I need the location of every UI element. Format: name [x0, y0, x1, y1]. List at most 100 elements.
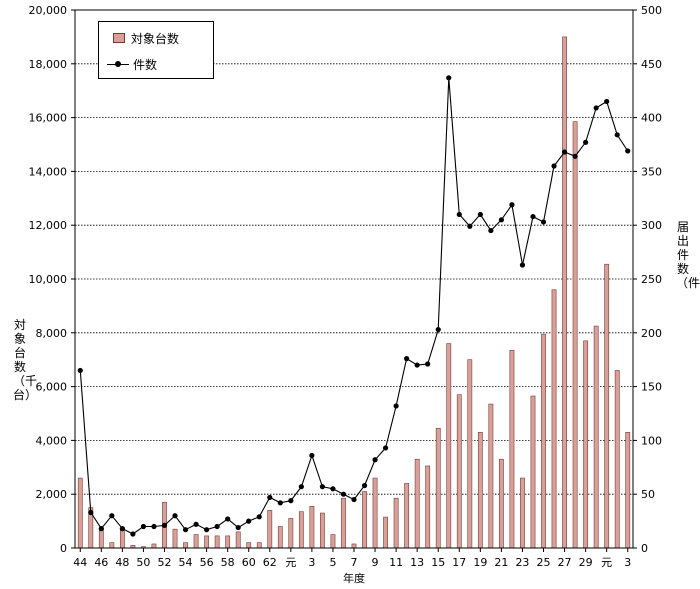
y-right-tick-label: 350 [641, 165, 662, 178]
y-right-tick-label: 200 [641, 327, 662, 340]
y-right-tick-label: 400 [641, 112, 662, 125]
bar [225, 535, 231, 549]
y-left-tick-label: 14,000 [29, 165, 68, 178]
y-left-tick-label: 20,000 [29, 4, 68, 17]
line-point [330, 486, 336, 492]
line-point [151, 523, 157, 530]
x-tick-label: 50 [136, 556, 150, 569]
line-point [319, 484, 326, 490]
y-left-tick-label: 4,000 [36, 434, 68, 447]
bar [246, 542, 252, 549]
line-point [530, 213, 536, 220]
x-tick-label: 58 [221, 556, 235, 569]
x-tick-label: 17 [452, 556, 466, 569]
legend-line-label: 件数 [133, 57, 158, 72]
line-point [88, 509, 94, 516]
line-point [477, 211, 483, 218]
line-point [246, 518, 252, 524]
line-point [404, 356, 410, 362]
y-axis-right-label: 届出件数（件） [676, 220, 700, 290]
line-point [446, 75, 452, 81]
bar [309, 506, 315, 549]
y-left-tick-label: 6,000 [36, 381, 68, 394]
legend-item-bars: 対象台数 [113, 30, 179, 46]
x-tick-label: 23 [515, 556, 529, 569]
line-point [435, 326, 441, 333]
line-point [498, 217, 504, 223]
x-tick-label: 15 [431, 556, 445, 569]
bar [572, 121, 578, 549]
line-point [214, 523, 220, 530]
bar [341, 497, 346, 549]
line-point [119, 526, 125, 532]
bar [551, 289, 557, 549]
line-point [193, 521, 199, 527]
y-left-tick-label: 10,000 [29, 273, 68, 286]
bar [98, 528, 104, 549]
x-tick-label: 27 [558, 556, 572, 569]
bar [383, 516, 388, 549]
line-point [225, 516, 231, 522]
line-point [625, 148, 631, 154]
bar [456, 394, 462, 549]
bar [520, 477, 525, 549]
line-point [182, 527, 189, 533]
line-point [561, 149, 568, 155]
line-point [393, 403, 399, 409]
line-point [551, 163, 557, 169]
line-point [172, 513, 178, 519]
bar [446, 343, 452, 549]
bar [498, 458, 504, 549]
bar [404, 483, 410, 549]
bar [77, 477, 83, 549]
bar [330, 534, 336, 549]
bar [562, 36, 567, 549]
bar [109, 542, 115, 549]
y-left-tick-label: 2,000 [36, 488, 68, 501]
bar [172, 528, 178, 549]
bar [530, 395, 536, 549]
legend-bar-swatch [113, 33, 125, 43]
line-point [256, 514, 262, 520]
x-tick-label: 19 [473, 556, 487, 569]
x-tick-label: 48 [115, 556, 129, 569]
y-left-tick-label: 0 [60, 542, 67, 555]
y-axis-left-label: 対象台数（千台） [13, 318, 38, 402]
line-point [372, 457, 378, 463]
line-point [361, 482, 368, 489]
line-point [425, 361, 431, 367]
x-tick-label: 13 [410, 556, 424, 569]
x-tick-label: 3 [624, 556, 631, 569]
bar [583, 340, 589, 549]
bar [604, 263, 610, 549]
y-right-tick-label: 450 [641, 58, 662, 71]
y-right-tick-label: 50 [641, 488, 655, 501]
line-point [140, 523, 147, 530]
y-right-tick-label: 100 [641, 434, 662, 447]
x-tick-label: 5 [329, 556, 336, 569]
legend: 対象台数 件数 [98, 21, 214, 79]
line-point [98, 526, 104, 532]
line-point [467, 223, 473, 229]
line-point [414, 362, 420, 368]
line-point [540, 219, 547, 225]
line-point [382, 445, 389, 451]
y-right-tick-label: 0 [641, 542, 648, 555]
legend-bar-label: 対象台数 [131, 31, 180, 46]
line-point [604, 98, 610, 105]
line-point [277, 500, 283, 506]
bar [614, 370, 620, 549]
y-left-tick-label: 12,000 [29, 219, 68, 232]
x-tick-label: 25 [537, 556, 551, 569]
line-point [309, 452, 315, 459]
x-tick-label: 62 [263, 556, 277, 569]
y-left-tick-label: 18,000 [29, 58, 68, 71]
line-point [509, 202, 515, 208]
line-point [235, 524, 241, 531]
x-tick-label: 29 [579, 556, 593, 569]
bar [625, 432, 631, 549]
bar [214, 535, 220, 549]
line-point [456, 211, 462, 218]
y-right-tick-label: 500 [641, 4, 662, 17]
